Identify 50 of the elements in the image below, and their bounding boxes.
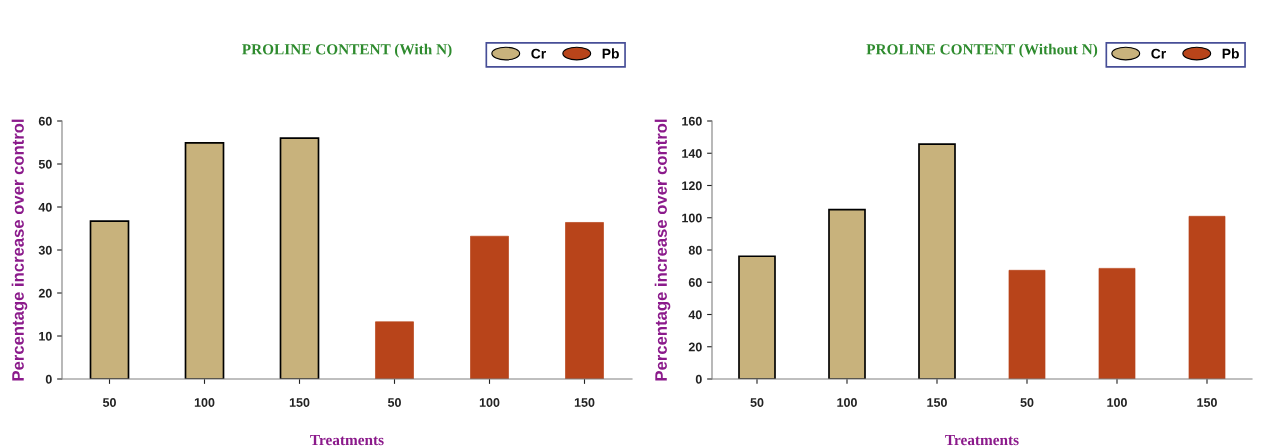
y-tick-label: 20 [38, 288, 52, 298]
x-tick-label: 150 [289, 398, 310, 407]
x-tick-label: 150 [574, 398, 595, 407]
bar [565, 222, 604, 379]
bar [184, 142, 225, 379]
y-tick-label: 140 [682, 149, 702, 158]
y-axis-title: Percentage increase over control [654, 119, 671, 381]
y-tick-label: 60 [688, 278, 702, 287]
bar [279, 137, 320, 379]
y-tick-label: 80 [688, 245, 702, 255]
y-tick-label: 30 [38, 245, 52, 255]
bar [375, 321, 414, 379]
bar [918, 143, 956, 379]
y-tick-label: 20 [688, 342, 702, 352]
bar [828, 208, 866, 379]
chart-title: PROLINE CONTENT (With N) [242, 43, 452, 58]
x-tick-label: 50 [750, 398, 764, 407]
x-tick-label: 100 [1107, 398, 1127, 407]
bar [738, 255, 776, 379]
x-tick-label: 50 [102, 398, 116, 407]
y-tick-label: 50 [38, 159, 52, 169]
y-tick-label: 40 [688, 310, 702, 320]
legend-label: Cr [531, 48, 546, 59]
y-tick-label: 0 [695, 374, 702, 384]
x-tick-label: 150 [1197, 398, 1217, 407]
bar [1188, 215, 1226, 379]
bar [470, 235, 509, 379]
bar [1098, 268, 1136, 379]
x-axis-title: Treatments [945, 435, 1019, 446]
y-tick-label: 40 [38, 202, 52, 212]
y-tick-label: 60 [38, 116, 52, 126]
y-axis-title: Percentage increase over control [11, 119, 28, 381]
x-tick-label: 100 [837, 398, 857, 407]
x-axis-title: Treatments [310, 435, 384, 446]
x-tick-label: 50 [1020, 398, 1034, 407]
legend-label: Pb [1222, 48, 1239, 59]
legend-label: Cr [1151, 48, 1166, 59]
legend-label: Pb [602, 48, 619, 59]
chart-title: PROLINE CONTENT (Without N) [866, 43, 1098, 58]
y-tick-label: 0 [45, 374, 52, 384]
y-tick-label: 100 [682, 213, 702, 223]
y-tick-label: 160 [682, 116, 702, 126]
x-tick-label: 100 [194, 398, 215, 407]
x-tick-label: 150 [927, 398, 947, 407]
x-tick-label: 100 [479, 398, 500, 407]
bar [1008, 269, 1046, 379]
x-tick-label: 50 [387, 398, 401, 407]
y-tick-label: 120 [682, 181, 702, 191]
bar [89, 220, 130, 379]
y-tick-label: 10 [39, 331, 52, 341]
